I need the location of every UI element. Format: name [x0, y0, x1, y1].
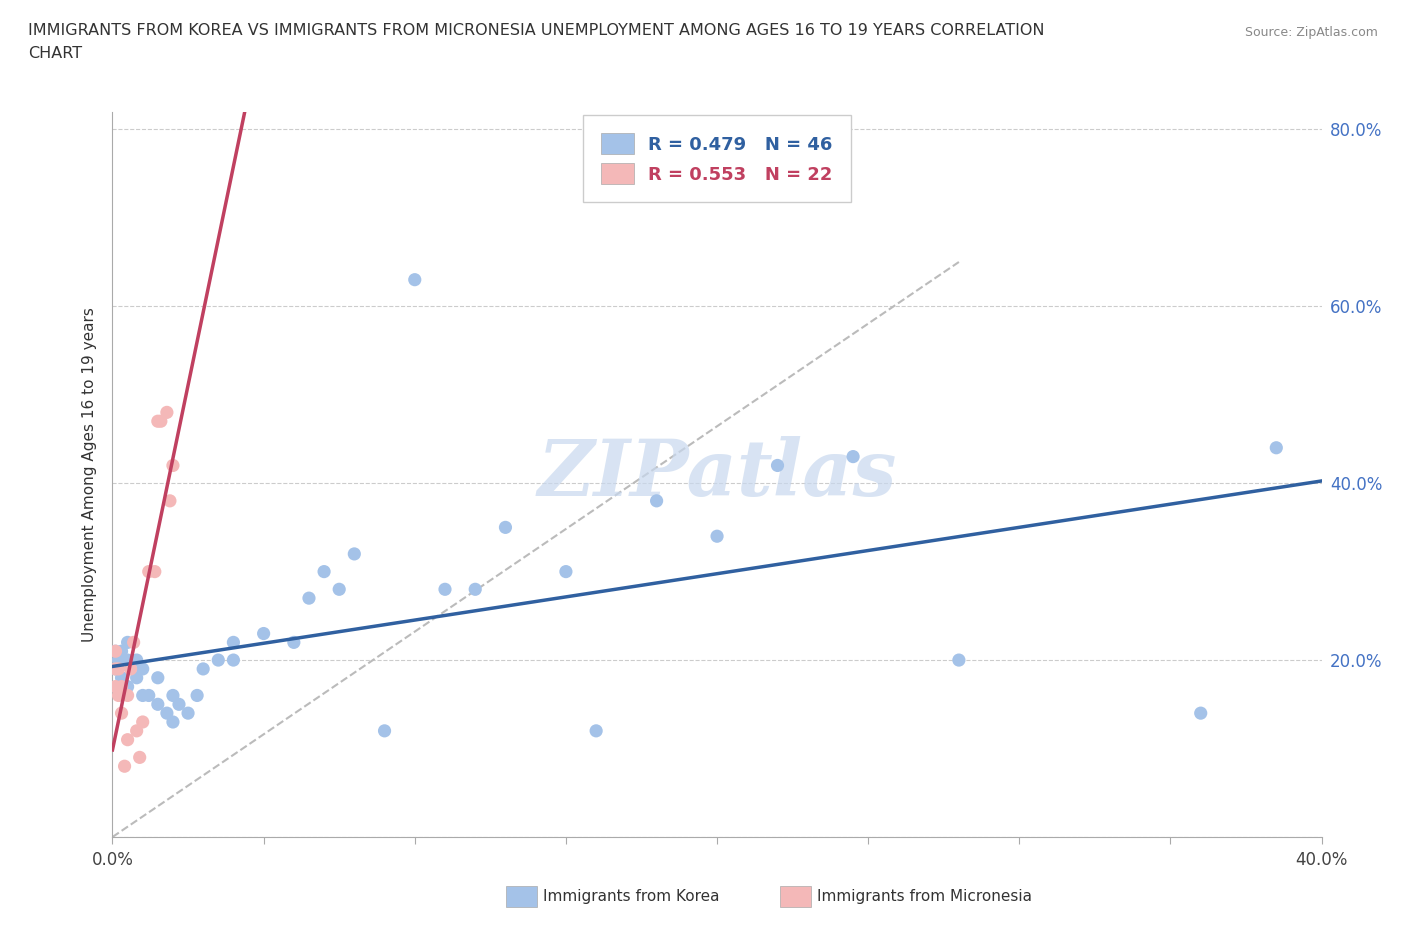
Point: [186, 688, 208, 703]
Point: [1189, 706, 1212, 721]
Point: [132, 714, 155, 729]
Point: [117, 732, 139, 747]
Point: [766, 458, 789, 472]
Point: [585, 724, 607, 738]
Point: [107, 688, 129, 703]
Point: [143, 565, 166, 579]
Point: [117, 679, 139, 694]
Point: [138, 565, 160, 579]
Point: [1265, 440, 1288, 455]
Point: [948, 653, 970, 668]
Point: [114, 759, 136, 774]
Point: [222, 635, 245, 650]
Point: [132, 688, 155, 703]
Point: [120, 661, 142, 676]
Point: [433, 582, 456, 597]
Text: Immigrants from Micronesia: Immigrants from Micronesia: [817, 889, 1032, 904]
Point: [222, 653, 245, 668]
Point: [125, 724, 148, 738]
Point: [156, 405, 179, 419]
Point: [104, 661, 127, 676]
Point: [314, 565, 336, 579]
Point: [156, 706, 179, 721]
Point: [464, 582, 486, 597]
Point: [132, 661, 155, 676]
Point: [706, 529, 728, 544]
Point: [110, 671, 132, 685]
Point: [128, 750, 150, 764]
Point: [117, 653, 139, 668]
Point: [107, 661, 129, 676]
Text: Source: ZipAtlas.com: Source: ZipAtlas.com: [1244, 26, 1378, 39]
Point: [554, 565, 576, 579]
Point: [110, 644, 132, 658]
Point: [117, 635, 139, 650]
Point: [167, 697, 190, 711]
Text: IMMIGRANTS FROM KOREA VS IMMIGRANTS FROM MICRONESIA UNEMPLOYMENT AMONG AGES 16 T: IMMIGRANTS FROM KOREA VS IMMIGRANTS FROM…: [28, 23, 1045, 38]
Point: [138, 688, 160, 703]
Point: [110, 706, 132, 721]
Text: Immigrants from Korea: Immigrants from Korea: [543, 889, 720, 904]
Point: [283, 635, 305, 650]
Point: [110, 679, 132, 694]
Point: [343, 547, 366, 562]
Point: [253, 626, 276, 641]
Point: [104, 661, 127, 676]
Point: [842, 449, 865, 464]
Point: [159, 494, 181, 509]
Point: [104, 679, 127, 694]
Y-axis label: Unemployment Among Ages 16 to 19 years: Unemployment Among Ages 16 to 19 years: [82, 307, 97, 642]
Point: [298, 591, 321, 605]
Text: CHART: CHART: [28, 46, 82, 61]
Point: [645, 494, 668, 509]
Point: [107, 653, 129, 668]
Point: [191, 661, 214, 676]
Point: [104, 644, 127, 658]
Point: [495, 520, 517, 535]
Point: [328, 582, 350, 597]
Point: [149, 414, 172, 429]
Point: [162, 714, 184, 729]
Point: [125, 671, 148, 685]
Point: [125, 653, 148, 668]
Point: [162, 688, 184, 703]
Point: [146, 671, 169, 685]
Point: [122, 635, 145, 650]
Point: [146, 697, 169, 711]
Point: [404, 272, 426, 287]
Point: [177, 706, 200, 721]
Point: [207, 653, 229, 668]
Point: [107, 679, 129, 694]
Point: [104, 644, 127, 658]
Point: [162, 458, 184, 472]
Point: [117, 688, 139, 703]
Point: [374, 724, 396, 738]
Legend: R = 0.479   N = 46, R = 0.553   N = 22: R = 0.479 N = 46, R = 0.553 N = 22: [589, 121, 845, 196]
Text: ZIPatlas: ZIPatlas: [537, 436, 897, 512]
Point: [146, 414, 169, 429]
